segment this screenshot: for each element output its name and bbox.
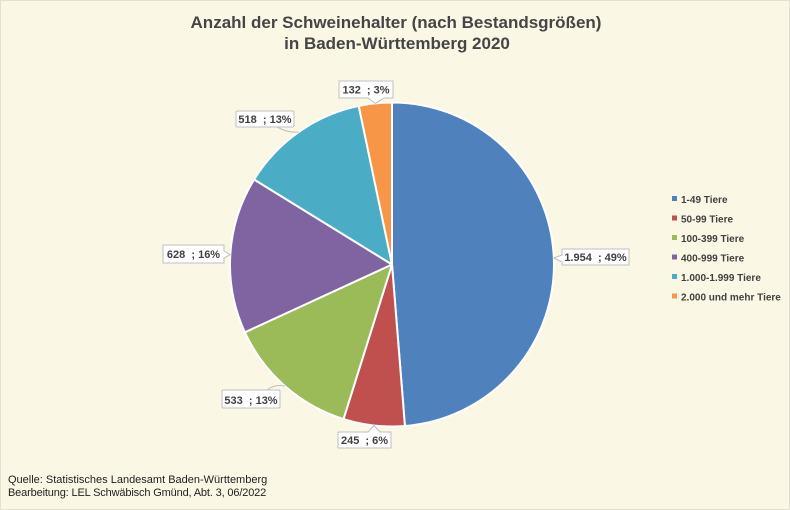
svg-text:628 ; 16%: 628 ; 16% (167, 249, 220, 261)
svg-text:400-999 Tiere: 400-999 Tiere (681, 254, 745, 265)
svg-text:132 ; 3%: 132 ; 3% (342, 85, 389, 97)
svg-text:245 ; 6%: 245 ; 6% (341, 435, 388, 447)
svg-text:in Baden-Württemberg 2020: in Baden-Württemberg 2020 (284, 34, 510, 53)
svg-text:Anzahl der Schweinehalter (nac: Anzahl der Schweinehalter (nach Bestands… (191, 13, 602, 32)
svg-text:518 ; 13%: 518 ; 13% (238, 114, 291, 126)
svg-text:1-49 Tiere: 1-49 Tiere (681, 195, 728, 206)
svg-text:2.000 und mehr Tiere: 2.000 und mehr Tiere (681, 293, 781, 304)
svg-text:100-399 Tiere: 100-399 Tiere (681, 234, 745, 245)
svg-text:Quelle: Statistisches Landesam: Quelle: Statistisches Landesamt Baden-Wü… (8, 474, 267, 486)
svg-text:1.000-1.999 Tiere: 1.000-1.999 Tiere (681, 273, 761, 284)
svg-text:1.954 ; 49%: 1.954 ; 49% (564, 252, 627, 264)
svg-text:533 ; 13%: 533 ; 13% (224, 395, 277, 407)
svg-text:Bearbeitung: LEL Schwäbisch Gm: Bearbeitung: LEL Schwäbisch Gmünd, Abt. … (8, 487, 266, 499)
svg-text:50-99 Tiere: 50-99 Tiere (681, 215, 734, 226)
